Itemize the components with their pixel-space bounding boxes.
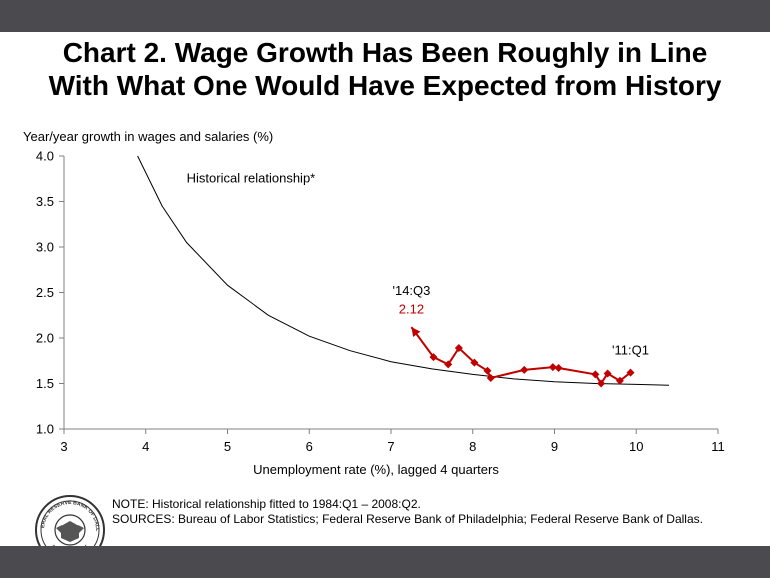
x-tick-label: 8	[469, 439, 476, 454]
historical-relationship-curve	[137, 155, 670, 386]
x-tick-label: 4	[142, 439, 149, 454]
wage-growth-data-point	[548, 363, 557, 372]
y-tick-label: 3.0	[36, 240, 54, 255]
chart-axes	[59, 155, 719, 434]
wage-growth-data-point	[554, 364, 563, 373]
top-band	[0, 0, 770, 32]
x-tick-label: 3	[60, 439, 67, 454]
wage-growth-data-point	[615, 376, 624, 385]
historical-relationship-label: Historical relationship*	[187, 170, 316, 185]
wage-growth-arrowhead	[411, 327, 421, 337]
y-axis-label: Year/year growth in wages and salaries (…	[23, 129, 273, 144]
x-tick-label: 5	[224, 439, 231, 454]
latest-value-label: 2.12	[399, 301, 424, 316]
x-tick-label: 9	[551, 439, 558, 454]
x-tick-label: 7	[387, 439, 394, 454]
y-tick-label: 2.5	[36, 285, 54, 300]
x-tick-label: 11	[711, 439, 725, 454]
y-tick-label: 1.5	[36, 376, 54, 391]
y-tick-label: 3.5	[36, 194, 54, 209]
chart-title: Chart 2. Wage Growth Has Been Roughly in…	[0, 36, 770, 102]
chart-text-layer: 1.0 1.5 2.0 2.5 3.0 3.5 4.0 3 4 5 6 7 8 9 10 11 Year/yea…	[23, 129, 725, 477]
note-text: NOTE: Historical relationship fitted to …	[112, 497, 421, 511]
chart-title-line-2: With What One Would Have Expected from H…	[48, 70, 722, 101]
wage-growth-data-point	[603, 369, 612, 378]
end-quarter-label: '11:Q1	[612, 342, 649, 357]
wage-growth-data-point	[454, 344, 463, 353]
chart-title-line-1: Chart 2. Wage Growth Has Been Roughly in…	[62, 37, 708, 68]
x-tick-label: 6	[306, 439, 313, 454]
y-tick-label: 2.0	[36, 331, 54, 346]
x-tick-label: 10	[629, 439, 643, 454]
y-tick-label: 1.0	[36, 422, 54, 437]
chart-footnote: NOTE: Historical relationship fitted to …	[112, 497, 703, 527]
x-axis-label: Unemployment rate (%), lagged 4 quarters	[253, 462, 499, 477]
wage-growth-data-point	[483, 366, 492, 375]
wage-growth-data-point	[520, 365, 529, 374]
start-quarter-label: '14:Q3	[392, 283, 430, 298]
sources-text: SOURCES: Bureau of Labor Statistics; Fed…	[112, 512, 703, 526]
wage-growth-data-point	[591, 370, 600, 379]
y-tick-label: 4.0	[36, 149, 54, 164]
wage-growth-data-point	[429, 353, 438, 362]
bottom-band	[0, 546, 770, 578]
chart-series-layer	[137, 155, 670, 388]
wage-growth-data-point	[597, 379, 606, 388]
wage-growth-data-point	[470, 358, 479, 367]
wage-growth-data-point	[626, 368, 635, 377]
wage-growth-data-point	[444, 360, 453, 369]
wage-growth-data-point	[486, 374, 495, 383]
